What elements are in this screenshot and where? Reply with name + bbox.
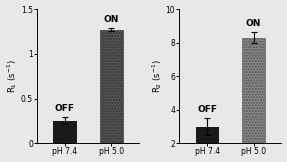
Text: ON: ON — [104, 15, 119, 24]
Bar — [242, 38, 265, 143]
Bar — [196, 127, 219, 143]
Text: OFF: OFF — [197, 105, 217, 114]
Bar — [53, 121, 77, 143]
Text: ON: ON — [246, 19, 261, 28]
Bar — [100, 30, 123, 143]
Y-axis label: R$_1$ (s$^{-1}$): R$_1$ (s$^{-1}$) — [5, 59, 20, 93]
Text: OFF: OFF — [55, 104, 75, 113]
Y-axis label: R$_2$ (s$^{-1}$): R$_2$ (s$^{-1}$) — [150, 59, 164, 93]
